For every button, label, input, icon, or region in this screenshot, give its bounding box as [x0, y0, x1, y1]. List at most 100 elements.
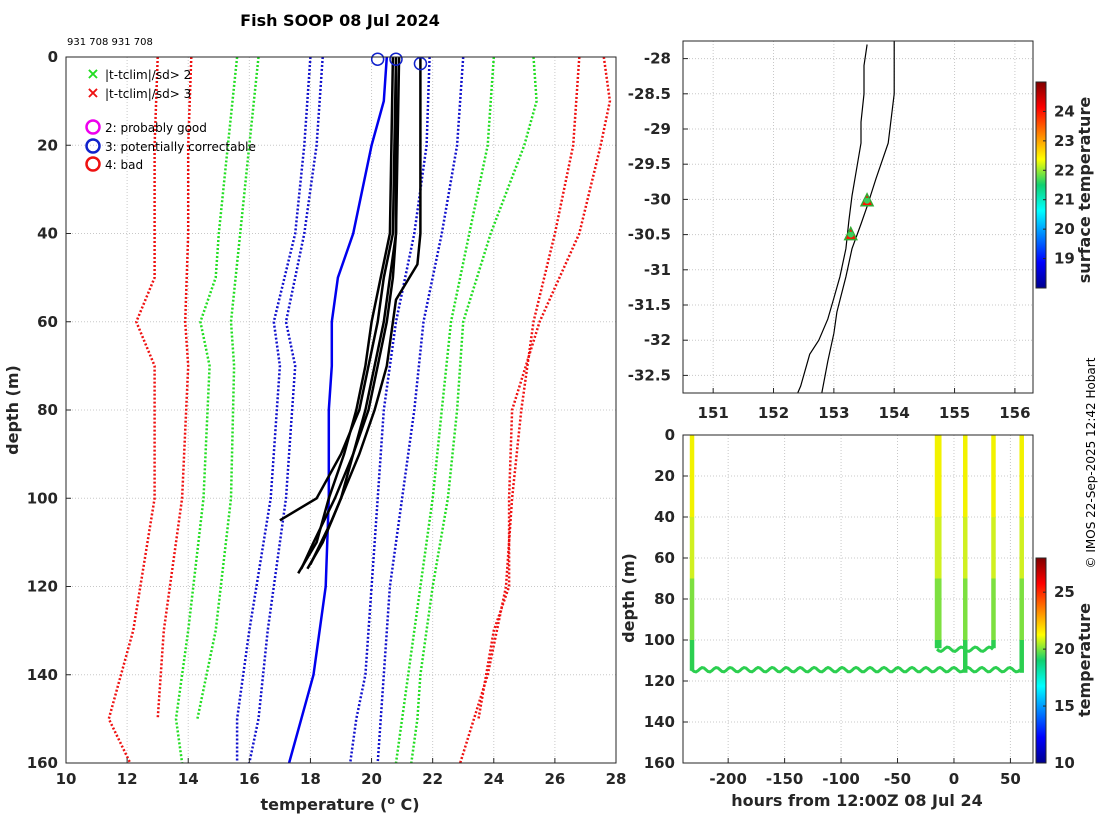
- y-tick-label: -32.5: [628, 366, 671, 384]
- profile-blue: [287, 56, 389, 764]
- climatology-line-blue-left: [235, 56, 312, 763]
- cast-sst-dot: [864, 197, 871, 204]
- x-tick-label: -200: [709, 770, 747, 788]
- credit: © IMOS 22-Sep-2025 12:42 Hobart: [1084, 357, 1098, 568]
- y-tick-label: 40: [37, 225, 58, 243]
- colorbar-tick-label: 22: [1054, 161, 1075, 179]
- map-panel: 151 152 153 154 155 156 -28 -28.5 -29 -29.5 -30 -30…: [628, 40, 1034, 422]
- x-tick-label: 154: [879, 404, 910, 422]
- y-tick-label: 60: [37, 313, 58, 331]
- colorbar-tick-label: 20: [1054, 640, 1075, 658]
- y-tick-label: 60: [654, 549, 675, 567]
- y-tick-label: 0: [48, 48, 58, 66]
- panel1-ylabel: depth (m): [3, 365, 22, 455]
- y-tick-label: 20: [654, 467, 675, 485]
- x-tick-label: 16: [239, 770, 260, 788]
- y-tick-label: 140: [644, 713, 675, 731]
- x-tick-label: -100: [822, 770, 860, 788]
- panel2-frame: [682, 40, 1034, 394]
- x-tick-label: 12: [117, 770, 138, 788]
- profile-black-3: [297, 56, 395, 574]
- time-depth-panel: -200 -150 -100 -50 0 50 0 20 40 60 80 100 120 140 160: [644, 426, 1034, 788]
- flag-circles: [370, 52, 428, 71]
- x-tick-label: 24: [483, 770, 504, 788]
- y-tick-label: -30.5: [628, 226, 671, 244]
- colorbar-tick-label: 23: [1054, 132, 1075, 150]
- climatology-line-blue-left-2: [248, 56, 324, 764]
- legend-marker-circle: [85, 119, 101, 135]
- legend-label: 2: probably good: [105, 121, 207, 135]
- x-tick-label: 50: [1000, 770, 1021, 788]
- x-tick-label: -150: [766, 770, 804, 788]
- y-tick-label: 160: [27, 754, 58, 772]
- x-tick-label: 151: [698, 404, 729, 422]
- cast-sst-dot: [847, 231, 854, 238]
- panel2-gridlines: [683, 41, 1033, 393]
- climatology-line-red-left: [107, 56, 159, 764]
- y-tick-label: -31.5: [628, 296, 671, 314]
- legend-marker-circle: [85, 138, 101, 154]
- profile-black-4: [306, 57, 422, 570]
- y-tick-label: 100: [644, 631, 675, 649]
- climatology-line-blue-right-2: [376, 56, 465, 764]
- colorbar-tick-label: 10: [1054, 754, 1075, 772]
- y-tick-label: 140: [27, 666, 58, 684]
- y-tick-label: -29.5: [628, 155, 671, 173]
- colorbar-tick-label: 19: [1054, 250, 1075, 268]
- chart-title: Fish SOOP 08 Jul 2024: [240, 11, 440, 30]
- x-tick-label: 20: [361, 770, 382, 788]
- x-tick-label: 14: [178, 770, 199, 788]
- y-tick-label: -28: [644, 50, 671, 68]
- legend-marker-x: ×: [86, 83, 99, 102]
- legend: × |t-tclim|/sd> 2 × |t-tclim|/sd> 3 2: proba…: [85, 64, 256, 172]
- legend-label: 3: potentially correctable: [105, 140, 256, 154]
- panel1-xlabel: temperature (o C): [260, 794, 419, 815]
- colorbar2-label: temperature: [1075, 603, 1094, 717]
- y-tick-label: 80: [37, 401, 58, 419]
- legend-label: 4: bad: [105, 158, 143, 172]
- profile-black-1: [279, 56, 398, 522]
- panel3-xlabel: hours from 12:00Z 08 Jul 24: [731, 791, 982, 810]
- flag-circle: [370, 52, 385, 66]
- legend-label: |t-tclim|/sd> 3: [105, 87, 191, 101]
- colorbar1-label: surface temperature: [1075, 97, 1094, 284]
- colorbar-tick-label: 24: [1054, 102, 1075, 120]
- y-tick-label: 0: [665, 426, 675, 444]
- map-data: [797, 41, 895, 394]
- y-tick-label: -32: [644, 331, 671, 349]
- surface-temperature-colorbar: [1035, 81, 1047, 289]
- y-tick-label: 80: [654, 590, 675, 608]
- shelf-contour: [821, 41, 895, 394]
- colorbar-tick-label: 25: [1054, 583, 1075, 601]
- x-tick-label: 0: [949, 770, 959, 788]
- profile-black-5: [300, 65, 398, 570]
- colorbar2-ticks: 10 15 20 25: [1043, 583, 1075, 772]
- time-depth-data: [689, 435, 1024, 674]
- x-tick-label: 156: [999, 404, 1030, 422]
- climatology-line-red-right: [477, 56, 612, 720]
- y-tick-label: 100: [27, 489, 58, 507]
- y-tick-label: -28.5: [628, 85, 671, 103]
- y-tick-label: 20: [37, 136, 58, 154]
- profiles: [279, 56, 422, 764]
- x-tick-label: 153: [818, 404, 849, 422]
- x-tick-label: -50: [884, 770, 911, 788]
- legend-label: |t-tclim|/sd> 2: [105, 68, 191, 82]
- y-tick-label: 120: [644, 672, 675, 690]
- legend-marker-circle: [85, 156, 101, 172]
- temperature-colorbar: [1035, 557, 1047, 764]
- legend-marker-x: ×: [86, 64, 99, 83]
- temperature-depth-panel: 10 12 14 16 18 20 22 24 26 28 0 20 40 60 80 100 120 140 16…: [27, 48, 627, 788]
- climatology-line-green-right: [410, 56, 538, 764]
- climatology-line-green-right-2: [394, 56, 496, 764]
- climatology-line-red-left-2: [156, 56, 193, 719]
- panel3-ticks: -200 -150 -100 -50 0 50 0 20 40 60 80 100 120 140 160: [644, 426, 1021, 788]
- flag-circle: [413, 56, 428, 71]
- callsigns: 931 708 931 708: [67, 37, 153, 48]
- x-tick-label: 155: [939, 404, 970, 422]
- x-tick-label: 18: [300, 770, 321, 788]
- climatology-line-green-left-2: [196, 56, 260, 720]
- flag-circle: [389, 52, 403, 66]
- x-tick-label: 22: [422, 770, 443, 788]
